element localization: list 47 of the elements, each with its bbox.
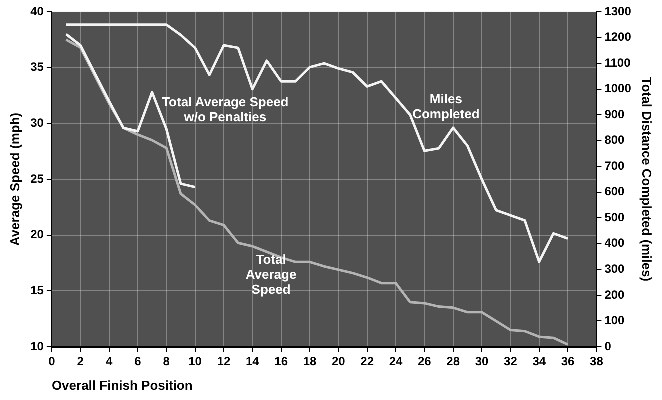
- y-tick-label: 30: [30, 116, 44, 130]
- x-tick-label: 24: [389, 354, 403, 369]
- y2-tick-label: 400: [604, 236, 626, 250]
- y2-tick-label: 1200: [604, 30, 632, 44]
- series-label: Total Average Speed w/o Penalties: [162, 94, 289, 124]
- series-label: Miles Completed: [412, 91, 480, 122]
- y2-tick-label: 300: [604, 262, 626, 276]
- x-tick-label: 2: [77, 354, 84, 369]
- x-tick-label: 0: [48, 354, 56, 369]
- x-tick-label: 18: [303, 354, 317, 369]
- y-tick-label: 35: [30, 60, 44, 74]
- x-tick-label: 26: [418, 354, 432, 369]
- x-tick-label: 32: [504, 354, 518, 369]
- y-tick-label: 40: [30, 4, 44, 18]
- series-label: Total Average Speed: [246, 252, 297, 298]
- y2-axis-title: Total Distance Completed (miles): [640, 77, 655, 282]
- x-tick-label: 16: [274, 354, 288, 369]
- y2-tick-label: 100: [604, 314, 626, 328]
- y-tick-label: 10: [30, 339, 44, 354]
- x-tick-label: 10: [188, 354, 202, 369]
- y-tick-label: 15: [30, 283, 44, 298]
- x-tick-label: 12: [217, 354, 231, 369]
- y2-tick-label: 700: [604, 158, 626, 173]
- y2-tick-label: 600: [604, 184, 626, 199]
- x-tick-label: 4: [106, 354, 113, 369]
- x-axis-title: Overall Finish Position: [52, 378, 193, 393]
- x-tick-label: 34: [532, 354, 546, 369]
- y2-tick-label: 1300: [604, 4, 632, 18]
- y2-tick-label: 900: [604, 107, 626, 122]
- y2-tick-label: 500: [604, 210, 626, 224]
- y2-tick-label: 1100: [604, 56, 632, 70]
- y-tick-label: 25: [30, 172, 44, 186]
- x-tick-label: 36: [561, 354, 576, 369]
- y-axis-title: Average Speed (mph): [7, 112, 22, 246]
- x-tick-label: 6: [134, 354, 142, 369]
- x-tick-label: 28: [446, 354, 460, 369]
- x-tick-label: 30: [475, 354, 490, 369]
- y2-tick-label: 0: [604, 339, 612, 354]
- y2-tick-label: 800: [604, 133, 626, 148]
- x-tick-label: 38: [590, 354, 604, 369]
- x-tick-label: 14: [246, 354, 260, 369]
- y2-tick-label: 200: [604, 288, 626, 302]
- x-tick-label: 20: [332, 354, 346, 369]
- y-tick-label: 20: [30, 228, 44, 242]
- y2-tick-label: 1000: [604, 82, 632, 96]
- x-tick-label: 8: [163, 354, 170, 369]
- x-tick-label: 22: [360, 354, 374, 369]
